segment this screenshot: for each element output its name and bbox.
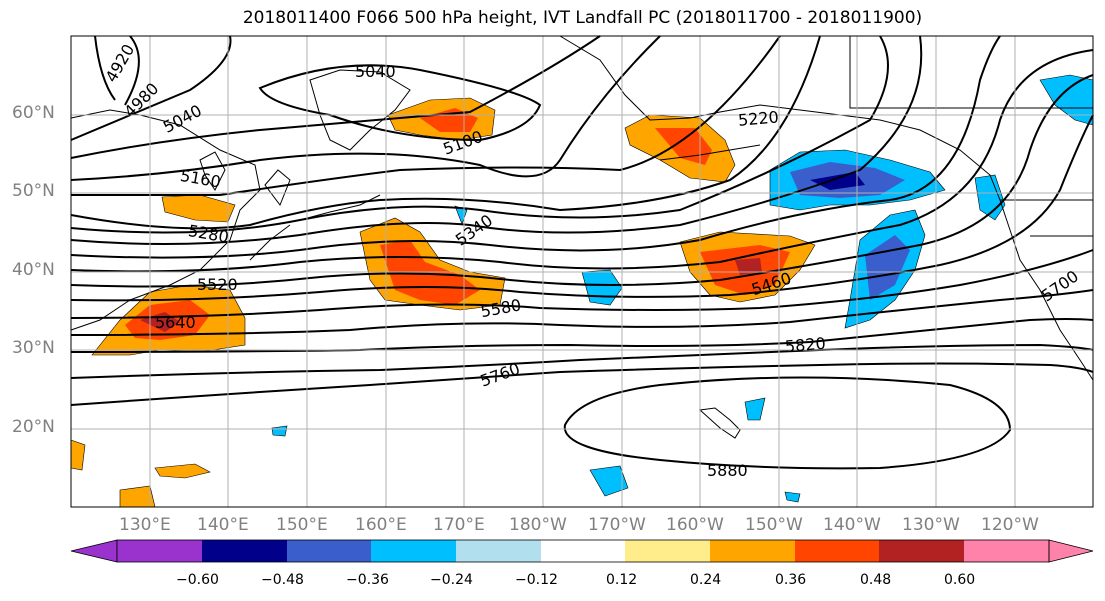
contour-label: 5820 — [784, 334, 826, 356]
colorbar-tick-label: −0.24 — [430, 572, 473, 588]
lat-label: 40°N — [12, 260, 55, 280]
lon-label: 170°E — [433, 515, 485, 535]
lon-label: 170°W — [588, 515, 646, 535]
gridlines — [71, 36, 1093, 507]
colorbar-tick-label: −0.48 — [261, 572, 304, 588]
lon-label: 160°E — [355, 515, 407, 535]
lon-label: 180°W — [509, 515, 567, 535]
colorbar-tick-label: 0.12 — [606, 572, 638, 588]
contour-label: 5220 — [737, 107, 779, 129]
colorbar-tick-label: 0.48 — [860, 572, 892, 588]
colorbar-tick-label: 0.36 — [775, 572, 807, 588]
contour-label: 5520 — [197, 275, 238, 294]
lon-label: 120°W — [981, 515, 1039, 535]
lat-label: 20°N — [12, 417, 55, 437]
lon-label: 160°W — [666, 515, 724, 535]
colorbar-tick-label: 0.60 — [944, 572, 976, 588]
lon-label: 140°E — [197, 515, 249, 535]
lon-label: 140°W — [823, 515, 881, 535]
lon-label: 150°E — [276, 515, 328, 535]
map-border — [70, 35, 1094, 508]
colorbar-tick-label: −0.12 — [515, 572, 558, 588]
map-title: 2018011400 F066 500 hPa height, IVT Land… — [242, 8, 923, 28]
lat-label: 30°N — [12, 338, 55, 358]
colorbar — [70, 539, 1094, 563]
lon-label: 150°W — [745, 515, 803, 535]
colorbar-high-extend — [1048, 539, 1094, 563]
contour-label: 5880 — [707, 461, 748, 480]
contour-label: 5640 — [155, 313, 196, 332]
contour-label: 5040 — [355, 62, 396, 81]
colorbar-tick-label: 0.24 — [690, 572, 722, 588]
lon-label: 130°W — [902, 515, 960, 535]
colorbar-tick-label: −0.60 — [176, 572, 219, 588]
lon-label: 130°E — [119, 515, 171, 535]
colorbar-low-extend — [70, 539, 118, 563]
lat-label: 60°N — [12, 103, 55, 123]
colorbar-tick-label: −0.36 — [346, 572, 389, 588]
lat-label: 50°N — [12, 181, 55, 201]
